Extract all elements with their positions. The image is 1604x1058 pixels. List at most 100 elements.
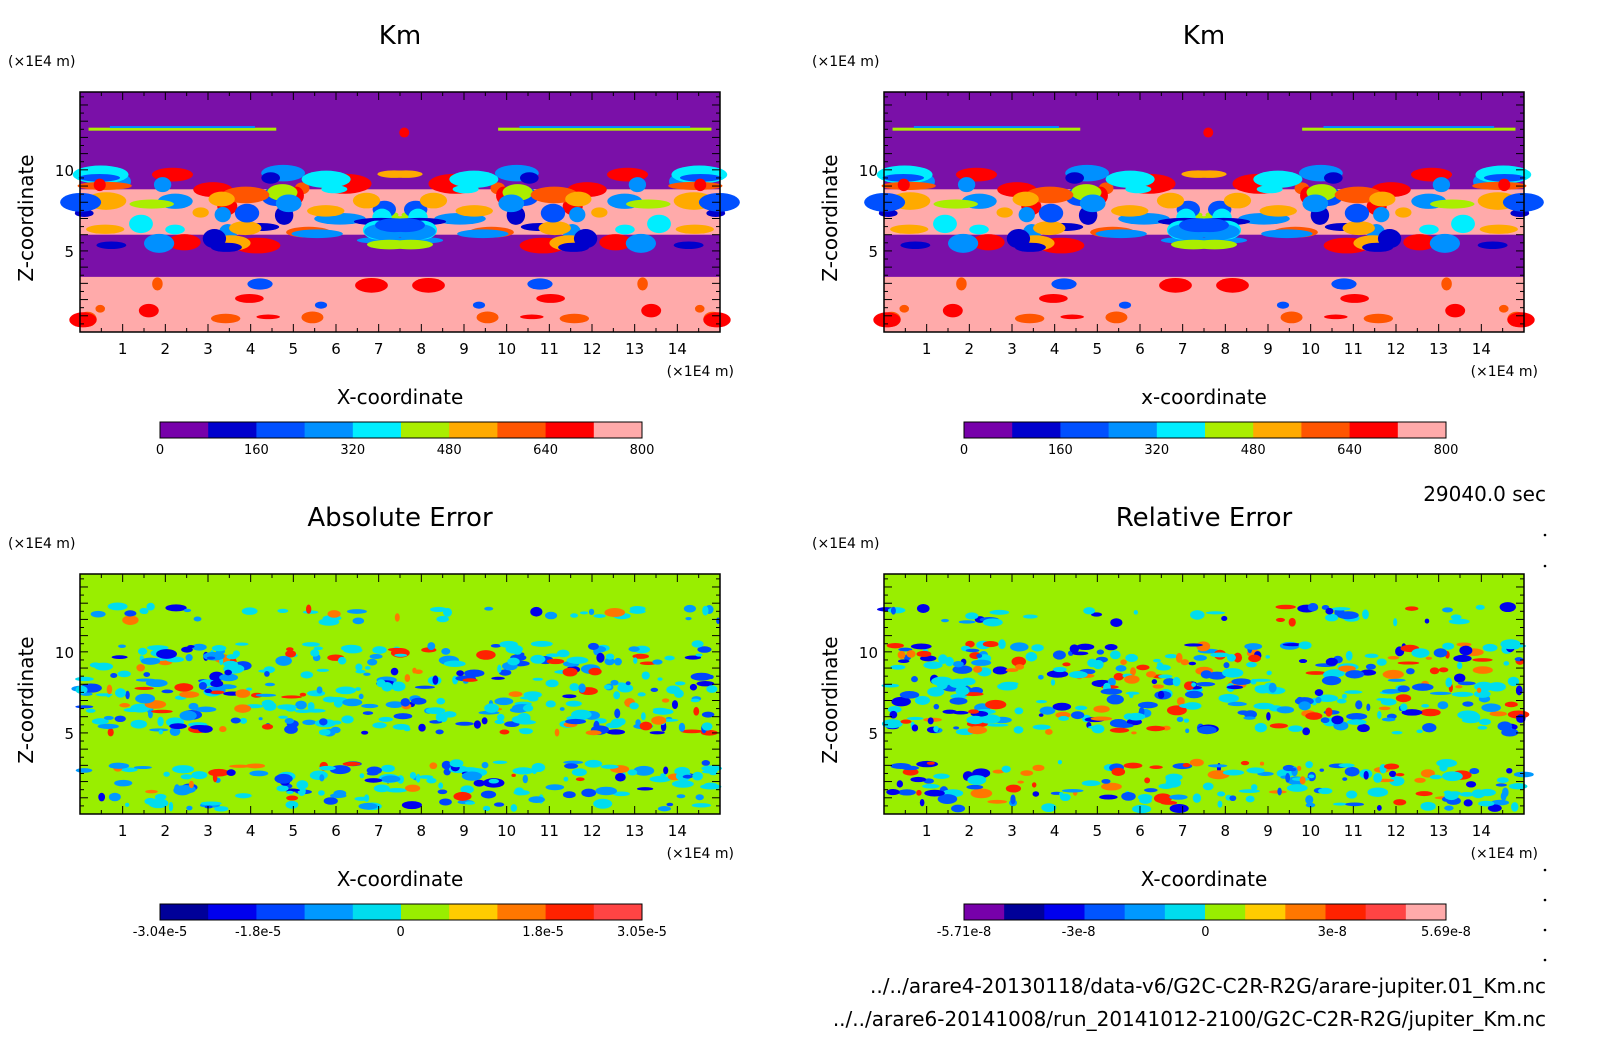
- colorbar-swatch: [1285, 904, 1326, 920]
- field-blob: [585, 730, 602, 736]
- field-blob: [1500, 639, 1521, 650]
- field-blob: [1057, 759, 1063, 765]
- field-blob: [1510, 802, 1519, 812]
- field-blob: [701, 711, 715, 718]
- field-blob: [520, 172, 539, 184]
- field-blob: [1429, 691, 1452, 696]
- field-blob: [639, 721, 653, 731]
- field-blob: [1364, 653, 1379, 659]
- x-tick-label: 6: [331, 822, 341, 840]
- field-blob: [125, 690, 130, 700]
- field-blob: [75, 705, 94, 709]
- field-blob: [318, 729, 331, 736]
- field-blob: [1395, 694, 1412, 703]
- field-blob: [239, 717, 248, 724]
- field-blob: [1406, 668, 1415, 675]
- field-blob: [1482, 643, 1498, 652]
- field-blob: [881, 719, 903, 729]
- field-blob: [1314, 689, 1324, 697]
- field-blob: [1050, 679, 1056, 686]
- field-blob: [1229, 795, 1237, 802]
- field-blob: [1149, 765, 1163, 770]
- field-blob: [518, 728, 530, 732]
- field-blob: [674, 681, 686, 686]
- field-blob: [1315, 696, 1322, 704]
- field-blob: [649, 731, 665, 735]
- colorbar-swatch: [1084, 904, 1126, 920]
- field-blob: [179, 710, 197, 721]
- field-blob: [1341, 693, 1347, 699]
- x-tick-label: 12: [582, 340, 601, 358]
- field-blob: [987, 799, 1008, 804]
- field-blob: [86, 224, 125, 234]
- field-blob: [443, 660, 466, 667]
- field-blob: [1469, 767, 1480, 775]
- field-blob: [1451, 691, 1474, 697]
- colorbar-swatch: [401, 422, 450, 438]
- field-blob: [1305, 795, 1314, 805]
- field-blob: [1133, 610, 1138, 615]
- field-blob: [604, 608, 626, 617]
- field-blob: [666, 685, 681, 694]
- field-blob: [204, 688, 212, 694]
- field-blob: [952, 665, 973, 674]
- field-blob: [1307, 603, 1319, 612]
- field-blob: [1151, 679, 1158, 685]
- field-blob: [319, 774, 325, 782]
- field-blob: [1458, 681, 1476, 686]
- field-blob: [106, 684, 113, 695]
- field-blob: [1369, 191, 1396, 207]
- x-tick-label: 13: [625, 340, 644, 358]
- field-blob: [386, 218, 425, 233]
- field-blob: [1207, 764, 1228, 768]
- field-blob: [1223, 662, 1230, 669]
- field-blob: [188, 780, 194, 789]
- field-blob: [414, 685, 435, 689]
- field-blob: [322, 696, 338, 703]
- colorbar-swatch: [1060, 422, 1110, 438]
- field-blob: [364, 794, 370, 802]
- field-blob: [663, 766, 669, 775]
- field-blob: [346, 609, 367, 614]
- field-blob: [690, 698, 700, 703]
- field-blob: [437, 789, 448, 795]
- x-tick-label: 3: [1007, 340, 1017, 358]
- field-blob: [327, 610, 341, 618]
- colorbar-label: 800: [1434, 443, 1459, 458]
- field-blob: [1185, 728, 1190, 734]
- field-blob: [122, 615, 139, 625]
- field-blob: [316, 686, 323, 694]
- field-blob: [540, 203, 566, 223]
- field-blob: [1031, 782, 1037, 788]
- field-blob: [958, 620, 976, 624]
- x-axis: 1 2 3 4 5 6 7 8 9 10 11 12 13 14(×1E4 m)x-coordinate: [883, 92, 1538, 409]
- field-blob: [1478, 800, 1495, 807]
- x-tick-label: 9: [459, 822, 469, 840]
- field-blob: [141, 607, 149, 615]
- field-contours: [60, 126, 740, 332]
- field-blob: [615, 224, 635, 235]
- field-blob: [117, 670, 131, 678]
- colorbar-swatch: [1044, 904, 1085, 920]
- field-streak: [519, 126, 691, 129]
- field-blob: [1179, 703, 1195, 709]
- field-blob: [1276, 301, 1290, 309]
- field-blob: [245, 763, 266, 769]
- colorbar: 0 160 320 480 640 800: [156, 421, 654, 458]
- field-blob: [226, 654, 238, 660]
- field-blob: [992, 769, 1005, 774]
- field-blob: [367, 658, 378, 666]
- field-blob: [385, 701, 405, 708]
- field-blob: [418, 723, 426, 732]
- field-blob: [78, 173, 121, 182]
- field-blob: [457, 229, 509, 239]
- field-blob: [657, 806, 671, 812]
- field-blob: [657, 677, 663, 681]
- field-blob: [98, 792, 106, 802]
- field-blob: [1254, 722, 1267, 733]
- colorbar-swatch: [545, 422, 595, 438]
- y-unit-label: (×1E4 m): [8, 54, 75, 70]
- field-blob: [890, 763, 912, 770]
- field-blob: [94, 662, 114, 671]
- field-blob: [1000, 681, 1019, 686]
